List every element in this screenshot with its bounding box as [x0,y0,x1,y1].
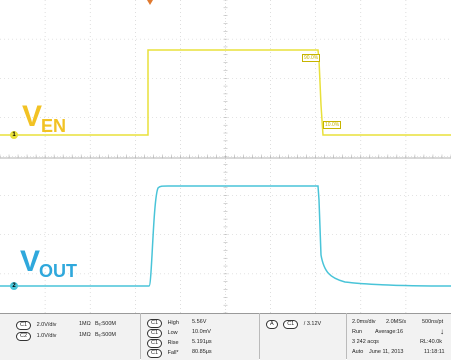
trigger-level: 3.12V [306,321,322,327]
trigger-mode: Auto [352,349,364,355]
ch2-impedance: 1MΩ [79,332,91,338]
ch2-chip[interactable]: C2 [16,332,32,341]
ch2-ground-marker[interactable]: 2 [10,282,18,290]
acquisitions: 3 242 acqs [352,339,379,345]
panel-divider [346,313,347,359]
trigger-position-icon[interactable] [147,0,153,5]
measurement-row[interactable]: C1 Low 10.0mV [147,329,211,338]
measurement-value: 10.0mV [192,329,211,335]
run-state: Run [352,329,363,335]
acquisition-panel: 2.0ms/div 2.0MS/s 500ns/pt Run Average:1… [347,313,451,360]
trigger-a-chip[interactable]: A [266,320,278,329]
date: June 11, 2013 [369,349,404,355]
record-length: RL:40.0k [420,339,443,345]
cursor-90-tag: 90.0% [302,54,321,62]
measurement-name: Low [167,330,178,336]
channel-settings-panel: C1 2.0V/div 1MΩ Bₑ:500M C2 1.0V/div 1MΩ … [0,313,140,360]
measurement-row[interactable]: C1 Fall* 80.85μs [147,349,212,358]
waveform-display[interactable] [0,0,451,313]
panel-divider [259,313,260,359]
ch1-ground-marker[interactable]: 1 [10,131,18,139]
measurement-value: 5.56V [192,319,207,325]
measurements-panel: C1 High 5.56V C1 Low 10.0mV C1 Rise 5.19… [141,313,259,360]
measurement-name: High [167,320,179,326]
measurement-row[interactable]: C1 High 5.56V [147,319,206,328]
measurement-value: 80.85μs [192,349,212,355]
graticule [0,0,451,313]
measurement-source-chip: C1 [147,349,163,358]
ch2-settings[interactable]: C2 1.0V/div 1MΩ Bₑ:500M [16,332,116,341]
ch2-waveform [0,185,451,287]
down-arrow-icon: ↓ [440,327,444,336]
acquisition-state[interactable]: Run Average:16 ↓ [352,328,444,336]
ch1-settings[interactable]: C1 2.0V/div 1MΩ Bₑ:500M [16,321,116,330]
time: 11:18:11 [424,349,445,355]
measurement-row[interactable]: C1 Rise 5.191μs [147,339,212,348]
ven-label: VEN [22,100,67,136]
acquisition-count: 3 242 acqs RL:40.0k [352,339,442,345]
average-count: Average:16 [375,329,404,335]
cursor-10-tag: 10.0% [323,121,342,129]
ch1-scale: 2.0V/div [36,322,57,328]
trigger-source-chip[interactable]: C1 [283,320,299,329]
rising-edge-icon: / [303,321,306,327]
timebase: 2.0ms/div [352,319,376,325]
measurement-source-chip: C1 [147,339,163,348]
measurement-source-chip: C1 [147,319,163,328]
trigger-panel: A C1 / 3.12V [260,313,346,360]
ch2-scale: 1.0V/div [36,333,57,339]
trigger-mode-datetime: Auto June 11, 2013 11:18:11 [352,349,445,355]
measurement-source-chip: C1 [147,329,163,338]
sample-rate: 2.0MS/s [386,319,407,325]
measurement-name: Fall* [167,350,179,356]
ch1-bandwidth: Bₑ:500M [95,321,116,327]
panel-divider [140,313,141,359]
trigger-settings[interactable]: A C1 / 3.12V [266,320,321,329]
ch2-bandwidth: Bₑ:500M [95,332,116,338]
measurement-name: Rise [167,340,179,346]
horizontal-settings[interactable]: 2.0ms/div 2.0MS/s 500ns/pt [352,319,443,325]
ch1-chip[interactable]: C1 [16,321,32,330]
time-resolution: 500ns/pt [422,319,444,325]
ch1-impedance: 1MΩ [79,321,91,327]
vout-label: VOUT [20,245,78,281]
measurement-value: 5.191μs [192,339,212,345]
